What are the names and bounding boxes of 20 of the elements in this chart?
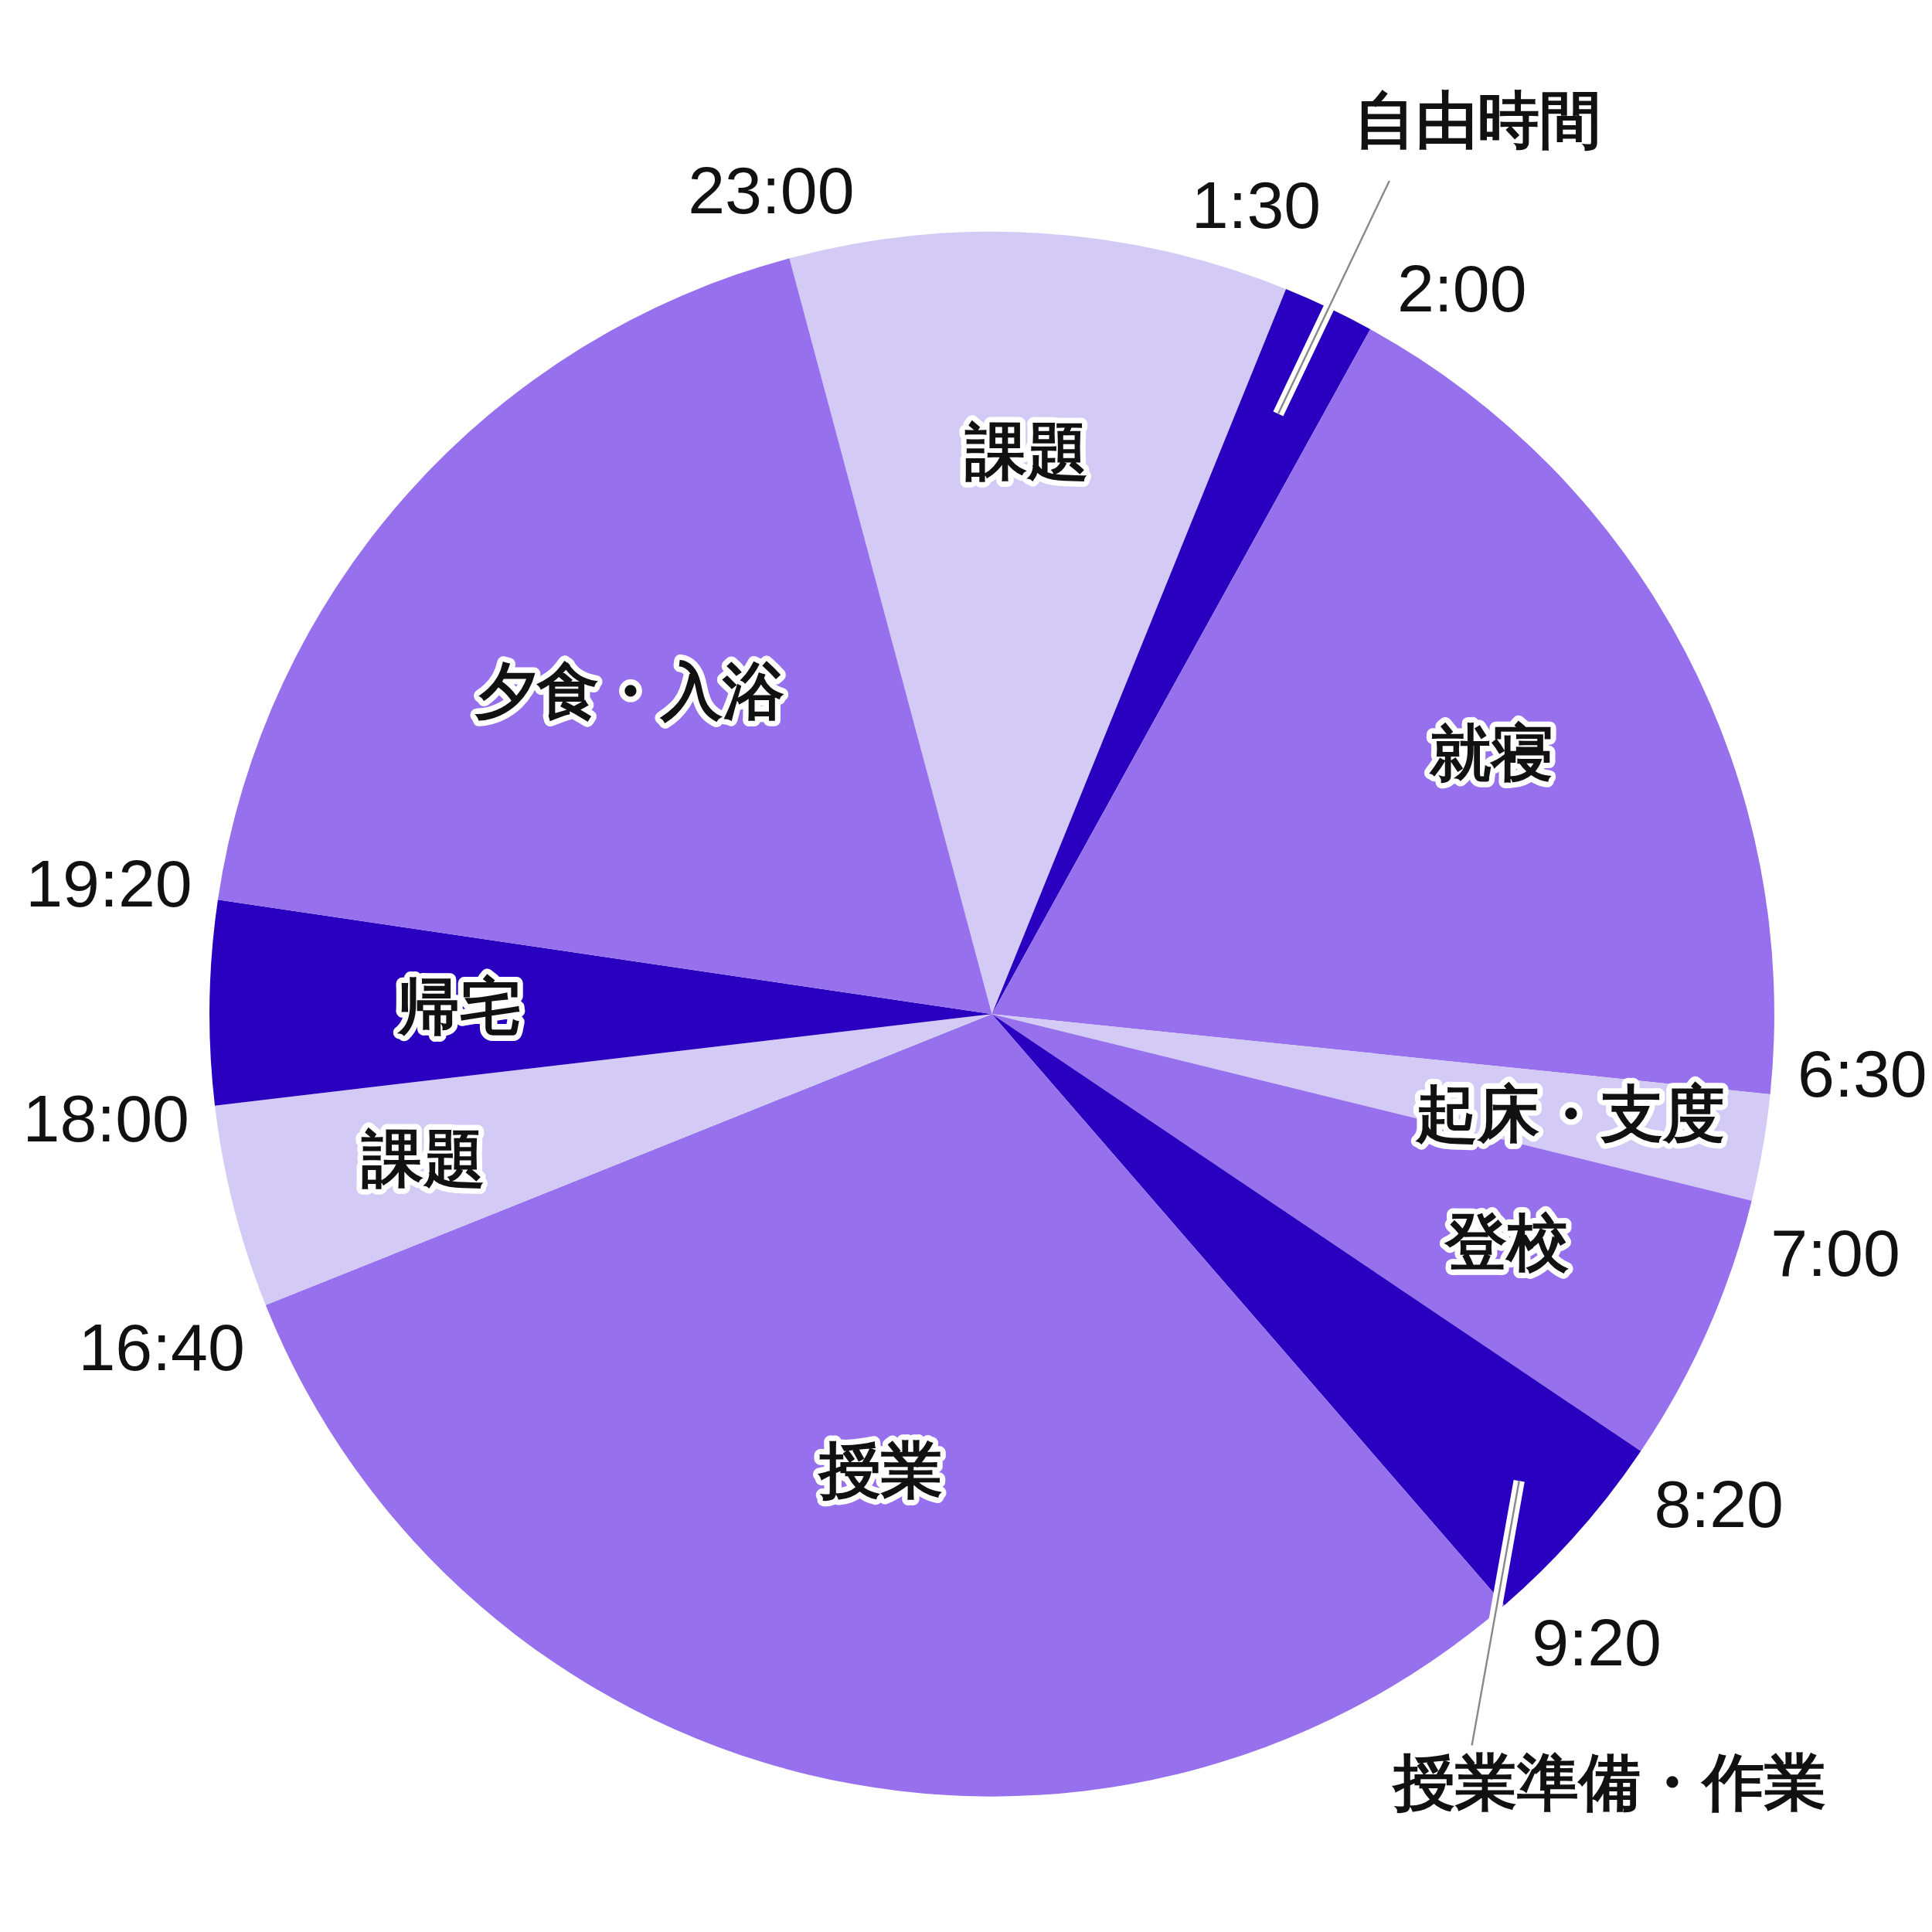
text: 23:00: [688, 153, 855, 228]
text: 7:00: [1770, 1216, 1900, 1291]
text: 1:30: [1191, 167, 1321, 242]
slice-label: 夕食・入浴: [474, 655, 784, 728]
slice-label: 授業: [817, 1434, 944, 1507]
text: 9:20: [1532, 1604, 1662, 1679]
slice-label: 帰宅: [396, 970, 522, 1043]
text: 18:00: [22, 1081, 189, 1156]
slice-label: 課題: [360, 1123, 485, 1196]
slice-label: 就寝: [1428, 716, 1553, 789]
slice-label: 課題: [964, 416, 1089, 488]
slice-label: 自由時間: [1353, 84, 1601, 157]
text: 2:00: [1396, 250, 1527, 325]
text: 6:30: [1798, 1036, 1927, 1111]
text: 8:20: [1654, 1466, 1784, 1541]
slice-label: 登校: [1444, 1206, 1570, 1278]
text: 19:20: [26, 846, 192, 921]
slice-label: 起床・支度: [1414, 1078, 1725, 1151]
slice-label: 授業準備・作業: [1390, 1747, 1826, 1819]
text: 16:40: [78, 1309, 245, 1384]
